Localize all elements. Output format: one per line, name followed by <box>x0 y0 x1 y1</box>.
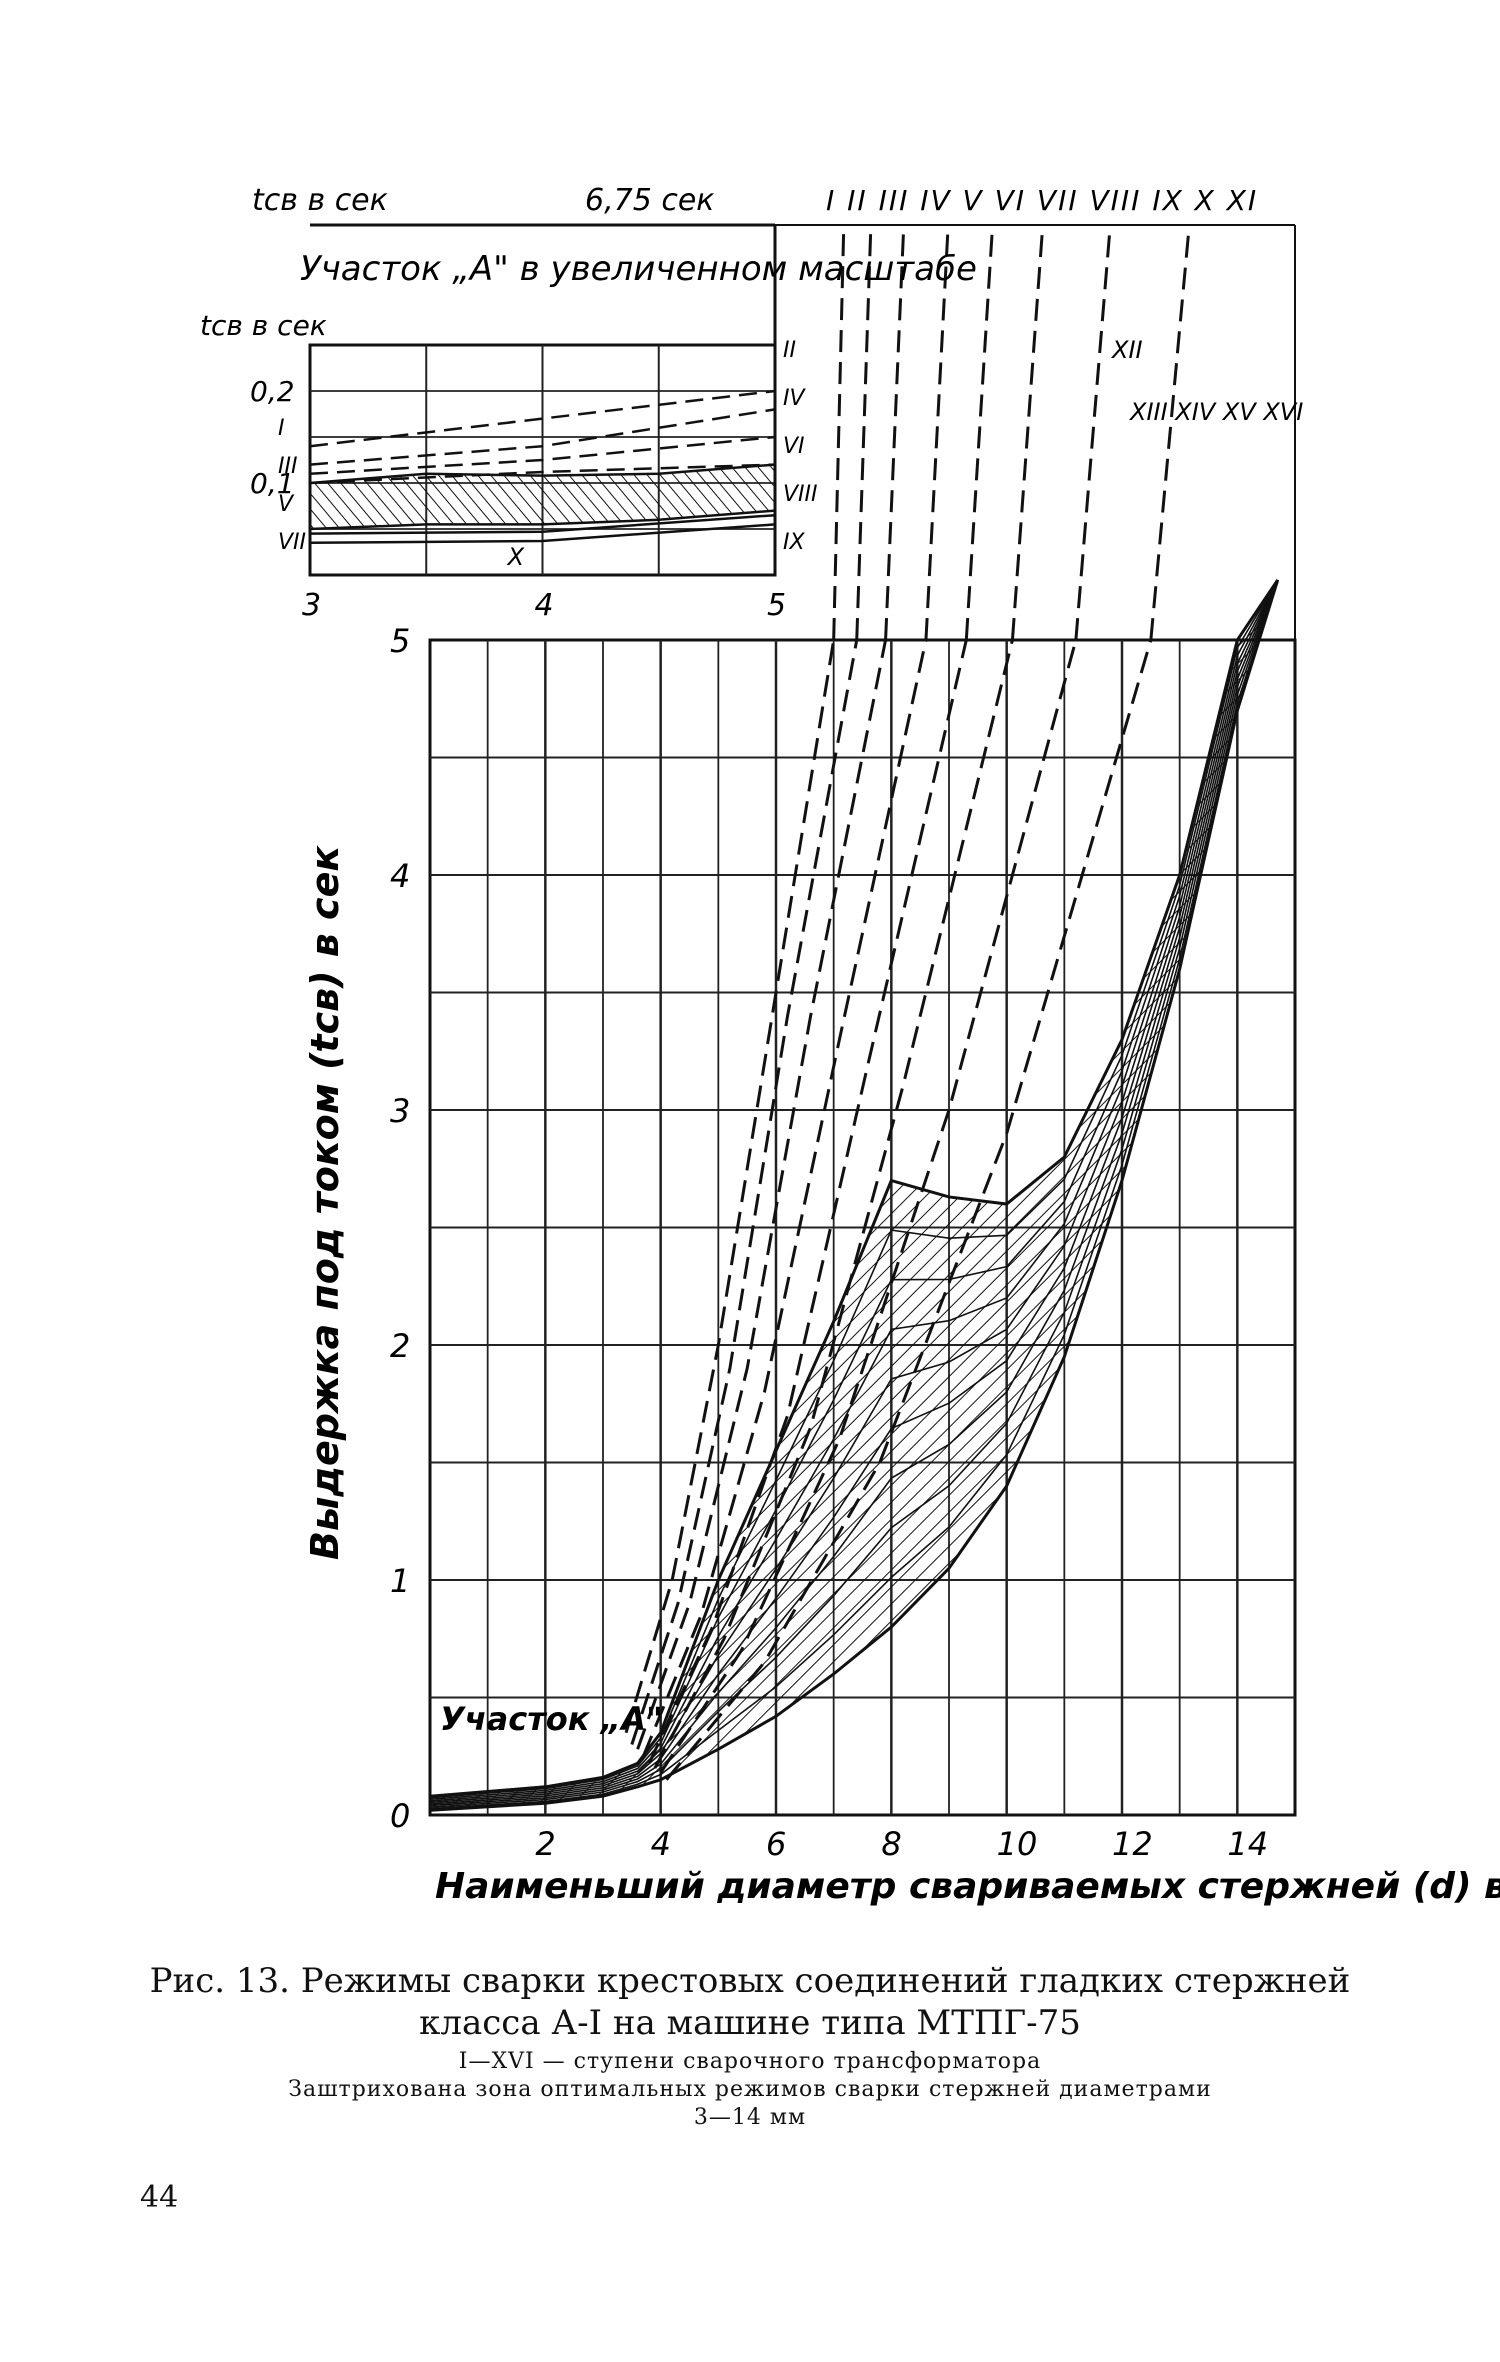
caption-note-2: Заштрихована зона оптимальных режимов св… <box>288 2077 1212 2102</box>
inset-right-series-label: VIII <box>783 482 818 507</box>
top-t-label: tсв в сек <box>252 183 388 218</box>
y-tick-label: 2 <box>390 1327 410 1365</box>
optimal-zone-curve <box>429 579 1279 1810</box>
optimal-zone-curve <box>429 579 1279 1807</box>
optimal-zone-curve <box>429 579 1279 1799</box>
inset-right-series-label: IV <box>783 386 806 411</box>
main-series-group <box>624 229 1191 1781</box>
inset-series-II <box>309 408 776 466</box>
y-tick-label: 3 <box>390 1092 410 1130</box>
series-line-XVI <box>665 639 1153 1781</box>
series-extension-XII <box>1074 229 1112 641</box>
caption-note-1: I—XVI — ступени сварочного трансформатор… <box>458 2049 1042 2074</box>
inset-right-series-label: II <box>783 338 796 363</box>
caption-line-1: Рис. 13. Режимы сварки крестовых соедине… <box>149 1961 1351 2001</box>
x-tick-label: 8 <box>881 1825 901 1863</box>
optimal-zone-curve <box>429 579 1279 1805</box>
y-tick-label: 1 <box>390 1562 410 1600</box>
inset-x-tick-label: 3 <box>302 588 321 623</box>
inset-left-series-label: VII <box>278 530 306 555</box>
optimal-zone-curve <box>429 579 1279 1801</box>
series-extension-I <box>832 229 846 641</box>
series-extension-X <box>1010 229 1044 641</box>
main-xlabel: Наименьший диаметр свариваемых стержней … <box>435 1866 1500 1907</box>
series-line-I <box>624 639 836 1734</box>
main-grid <box>428 638 1297 1817</box>
optimal-zone-band <box>428 579 1280 1812</box>
series-extension-IV <box>884 229 906 641</box>
area-a-annotation: Участок „А" <box>440 1700 663 1738</box>
inset-series-VI <box>309 463 776 485</box>
roman-xii-label: XII <box>1110 336 1143 364</box>
inset-solid-line <box>309 513 776 535</box>
optimal-zone-curve <box>429 579 1279 1808</box>
inset-y-tick-label: 0,2 <box>250 375 295 408</box>
top-time-label: 6,75 сек <box>585 183 714 218</box>
series-line-X <box>653 639 1014 1769</box>
series-line-II <box>630 639 859 1745</box>
optimal-zone-curve <box>429 579 1279 1804</box>
inset-left-series-label: V <box>278 492 295 517</box>
roman-right-labels: XIII XIV XV XVI <box>1128 398 1303 426</box>
series-line-IV <box>636 639 888 1750</box>
inset-solid-line <box>309 523 776 545</box>
x-tick-label: 10 <box>997 1825 1038 1863</box>
figure-caption-title: Рис. 13. Режимы сварки крестовых соедине… <box>0 1960 1500 2044</box>
inset-series-group <box>309 389 776 545</box>
inset-series-IV <box>309 435 776 476</box>
series-line-XII <box>659 639 1078 1774</box>
optimal-zone-curve <box>429 579 1279 1802</box>
series-line-VI <box>641 639 928 1757</box>
x-tick-label: 14 <box>1227 1825 1268 1863</box>
x-tick-label: 12 <box>1112 1825 1153 1863</box>
series-extension-II <box>855 229 873 641</box>
inset-ylabel: tсв в сек <box>200 309 327 342</box>
inset-x-tick-label: 5 <box>767 588 786 623</box>
inset-title: Участок „А" в увеличенном масштабе <box>300 249 977 289</box>
series-extension-VI <box>924 229 950 641</box>
caption-line-2: класса А-I на машине типа МТПГ-75 <box>419 2003 1081 2043</box>
y-tick-label: 5 <box>390 622 410 660</box>
main-optimal-zone <box>428 579 1280 1812</box>
inset-y-tick-label: 0,1 <box>250 467 295 500</box>
inset-left-series-label: I <box>278 416 285 441</box>
inset-right-series-label: IX <box>783 530 805 555</box>
y-tick-label: 4 <box>390 857 410 895</box>
x-tick-label: 6 <box>766 1825 786 1863</box>
page-number: 44 <box>140 2180 179 2215</box>
inset-left-series-label: III <box>278 454 297 479</box>
series-extension-VIII <box>964 229 994 641</box>
roman-top-labels: I II III IV V VI VII VIII IX X XI <box>826 184 1258 217</box>
series-extension-XVI <box>1149 229 1191 641</box>
inset-series-I <box>309 389 776 448</box>
caption-note-3: 3—14 мм <box>693 2105 807 2130</box>
inset-x-tick-label: 4 <box>535 588 554 623</box>
inset-right-series-label: VI <box>783 434 805 459</box>
main-ylabel: Выдержка под током (tсв) в сек <box>303 845 347 1560</box>
x-tick-label: 4 <box>651 1825 671 1863</box>
series-line-VIII <box>647 639 968 1764</box>
y-tick-label: 0 <box>390 1797 410 1835</box>
x-tick-label: 2 <box>535 1825 555 1863</box>
inset-mid-series-label: X <box>506 543 525 571</box>
